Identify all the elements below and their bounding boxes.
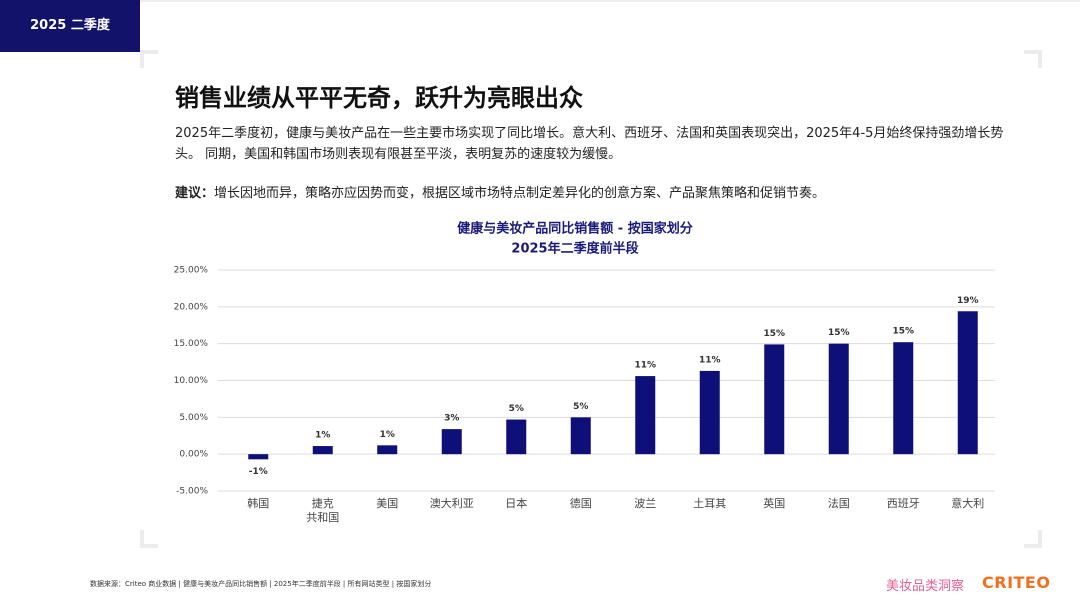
- section-tab: 2025 二季度: [0, 0, 140, 52]
- paragraph: 2025年二季度初，健康与美妆产品在一些主要市场实现了同比增长。意大利、西班牙、…: [175, 126, 1004, 162]
- x-tick-label: 英国: [763, 497, 786, 510]
- chart-title: 健康与美妆产品同比销售额 - 按国家划分: [457, 221, 692, 237]
- value-label: 3%: [444, 414, 459, 424]
- x-tick-label: 西班牙: [886, 497, 920, 510]
- bar: [635, 376, 656, 455]
- bar: [828, 343, 849, 455]
- value-label: 5%: [509, 404, 524, 414]
- frame-corners: [140, 50, 1042, 548]
- value-label: 11%: [699, 355, 721, 365]
- value-label: 11%: [634, 361, 656, 371]
- value-label: 15%: [892, 327, 914, 337]
- slide-title: 销售业绩从平平无奇，跃升为亮眼出众: [175, 84, 583, 112]
- x-tick-label: 日本: [505, 497, 528, 510]
- value-label: 15%: [763, 329, 785, 339]
- x-tick-label: 意大利: [951, 497, 985, 510]
- x-tick-label: 捷克 共和国: [306, 497, 340, 524]
- rec-text: 增长因地而异，策略亦应因势而变，根据区域市场特点制定差异化的创意方案、产品聚焦策…: [214, 186, 826, 201]
- recommendation: 建议：增长因地而异，策略亦应因势而变，根据区域市场特点制定差异化的创意方案、产品…: [175, 182, 825, 201]
- y-tick-label: -5.00%: [176, 487, 208, 497]
- bar: [377, 445, 398, 455]
- value-label: 1%: [380, 430, 395, 440]
- x-tick-label: 澳大利亚: [429, 497, 474, 510]
- bar: [957, 311, 978, 455]
- x-tick-label: 德国: [569, 497, 592, 510]
- y-tick-label: 10.00%: [174, 376, 209, 386]
- brand-logo: CRITEO: [982, 573, 1051, 592]
- y-tick-label: 15.00%: [174, 339, 209, 349]
- y-tick-label: 25.00%: [174, 266, 209, 276]
- bar: [441, 429, 462, 455]
- value-label: 15%: [828, 328, 850, 338]
- x-tick-label: 土耳其: [693, 497, 727, 510]
- source: 数据来源：Criteo 商业数据 | 健康与美妆产品同比销售额 | 2025年二…: [90, 580, 432, 588]
- y-tick-label: 20.00%: [174, 302, 209, 312]
- x-tick-label: 韩国: [247, 497, 270, 510]
- x-tick-label: 波兰: [634, 497, 657, 510]
- value-label: 1%: [315, 431, 330, 441]
- bar: [764, 344, 785, 455]
- rec-label: 建议：: [175, 186, 215, 201]
- y-tick-label: 5.00%: [179, 413, 208, 423]
- value-label: -1%: [249, 467, 268, 477]
- value-label: 5%: [573, 402, 588, 412]
- bar: [506, 419, 527, 455]
- bar: [570, 417, 591, 455]
- bar: [248, 454, 269, 460]
- bar: [893, 342, 914, 455]
- y-tick-label: 0.00%: [179, 450, 208, 460]
- bar: [699, 370, 720, 455]
- x-tick-label: 美国: [376, 497, 399, 510]
- chart-subtitle: 2025年二季度前半段: [511, 241, 638, 257]
- bar: [312, 446, 333, 455]
- brand-cn: 美妆品类洞察: [886, 579, 965, 594]
- x-tick-label: 法国: [827, 497, 850, 510]
- value-label: 19%: [957, 296, 979, 306]
